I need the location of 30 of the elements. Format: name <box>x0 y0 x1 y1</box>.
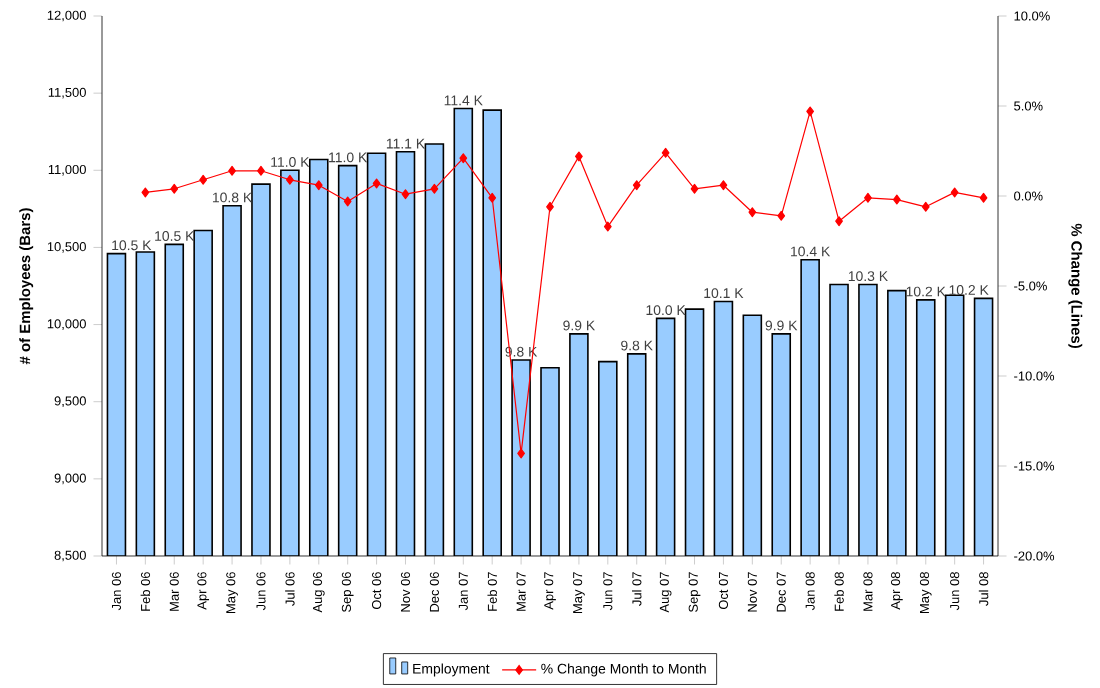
point <box>228 165 236 176</box>
point <box>950 187 959 198</box>
point <box>632 180 641 191</box>
point <box>748 207 757 218</box>
point <box>603 221 612 232</box>
point <box>777 210 786 221</box>
point <box>921 201 930 212</box>
point <box>892 194 901 205</box>
point <box>199 174 208 185</box>
point <box>372 178 381 189</box>
point <box>979 192 988 203</box>
point <box>401 189 410 200</box>
point <box>806 106 815 117</box>
point <box>285 174 294 185</box>
point <box>661 147 670 158</box>
point <box>314 180 323 191</box>
point <box>719 180 728 191</box>
point <box>517 448 525 459</box>
point <box>690 183 699 194</box>
point <box>170 183 179 194</box>
point <box>430 183 439 194</box>
point <box>575 151 583 162</box>
point <box>459 153 468 164</box>
point <box>257 165 265 176</box>
point <box>546 201 554 212</box>
point <box>864 192 872 203</box>
point <box>835 216 843 227</box>
point <box>141 187 150 198</box>
point <box>488 192 497 203</box>
point <box>343 196 352 207</box>
